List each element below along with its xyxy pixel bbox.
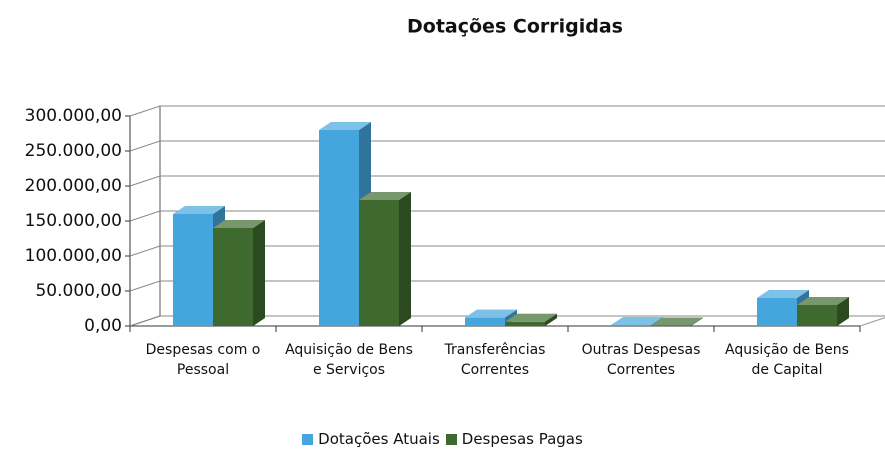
y-tick-label: 300.000,00 <box>25 106 122 126</box>
x-tick-label: Despesas com o Pessoal <box>145 342 261 378</box>
bar <box>213 220 265 326</box>
bar-side-shade <box>837 297 849 326</box>
grid-line <box>129 140 885 152</box>
y-tick-label: 150.000,00 <box>25 211 122 231</box>
y-tick-label: 100.000,00 <box>25 246 122 266</box>
bar-top <box>611 316 663 325</box>
y-tick-label: 200.000,00 <box>25 176 122 196</box>
y-tick-label: 0,00 <box>84 316 122 336</box>
bar-top-shade <box>213 220 265 228</box>
bar-top <box>319 122 371 130</box>
legend-swatch <box>302 434 314 445</box>
bar-front <box>757 298 797 326</box>
x-tick-label: Aquisição de Bens e Serviços <box>285 342 413 378</box>
bar-top-shade <box>505 313 557 322</box>
bar-top-shade <box>611 316 663 325</box>
bar-top <box>213 220 265 228</box>
bar-side-shade <box>691 317 703 326</box>
bar-front <box>319 130 359 326</box>
bar-top <box>359 192 411 200</box>
bar-front <box>173 214 213 326</box>
bar-side <box>691 317 703 326</box>
bar-front <box>359 200 399 326</box>
y-tick-label: 250.000,00 <box>25 141 122 161</box>
y-tick-label: 50.000,00 <box>35 281 122 301</box>
grid-line <box>129 210 885 222</box>
bar-top-shade <box>173 206 225 214</box>
legend-label: Despesas Pagas <box>461 430 583 448</box>
grid-line <box>129 315 885 327</box>
bar-top <box>465 309 517 318</box>
legend: Dotações Atuais Despesas Pagas <box>0 430 885 448</box>
grid-line <box>129 280 885 292</box>
bar-top-shade <box>651 317 703 326</box>
bar-side-shade <box>399 192 411 326</box>
x-tick-label: Transferências Correntes <box>444 342 546 378</box>
bar-top-shade <box>359 192 411 200</box>
bar-top <box>797 297 849 305</box>
bar-top-shade <box>757 290 809 298</box>
bar-front <box>611 324 651 326</box>
grid-line <box>129 105 885 117</box>
bar-front <box>213 228 253 326</box>
legend-item: Dotações Atuais <box>302 430 440 448</box>
bar-top-shade <box>797 297 849 305</box>
bar-top <box>651 317 703 326</box>
bar <box>611 316 663 326</box>
grid-line <box>129 175 885 187</box>
bar-top-shade <box>465 309 517 318</box>
bar-top <box>173 206 225 214</box>
bar-front <box>651 325 691 326</box>
x-tick-label: Outras Despesas Correntes <box>581 342 701 378</box>
grid-line <box>129 245 885 257</box>
bar-side-shade <box>253 220 265 326</box>
bar <box>505 313 557 326</box>
bar-front <box>505 321 545 326</box>
bar-front <box>797 305 837 326</box>
bar-top <box>757 290 809 298</box>
bar <box>359 192 411 326</box>
chart-title: Dotações Corrigidas <box>407 16 623 38</box>
bar-side <box>253 220 265 326</box>
bar <box>797 297 849 326</box>
legend-swatch <box>445 434 457 445</box>
bar-side-shade <box>545 313 557 326</box>
legend-item: Despesas Pagas <box>445 430 583 448</box>
bar-side <box>399 192 411 326</box>
bar-side <box>837 297 849 326</box>
bar-top <box>505 313 557 322</box>
bar-side <box>545 313 557 326</box>
bar-front <box>465 317 505 326</box>
bar-top-shade <box>319 122 371 130</box>
bar <box>651 317 703 326</box>
legend-label: Dotações Atuais <box>318 430 440 448</box>
x-tick-label: Aqusição de Bens de Capital <box>725 342 849 378</box>
